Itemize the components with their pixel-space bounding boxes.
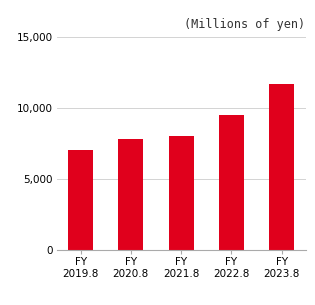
Bar	[118, 139, 143, 250]
Bar	[269, 84, 294, 250]
Bar	[219, 115, 244, 250]
Bar	[169, 136, 194, 250]
Bar	[68, 150, 93, 250]
Text: (Millions of yen): (Millions of yen)	[184, 18, 306, 31]
